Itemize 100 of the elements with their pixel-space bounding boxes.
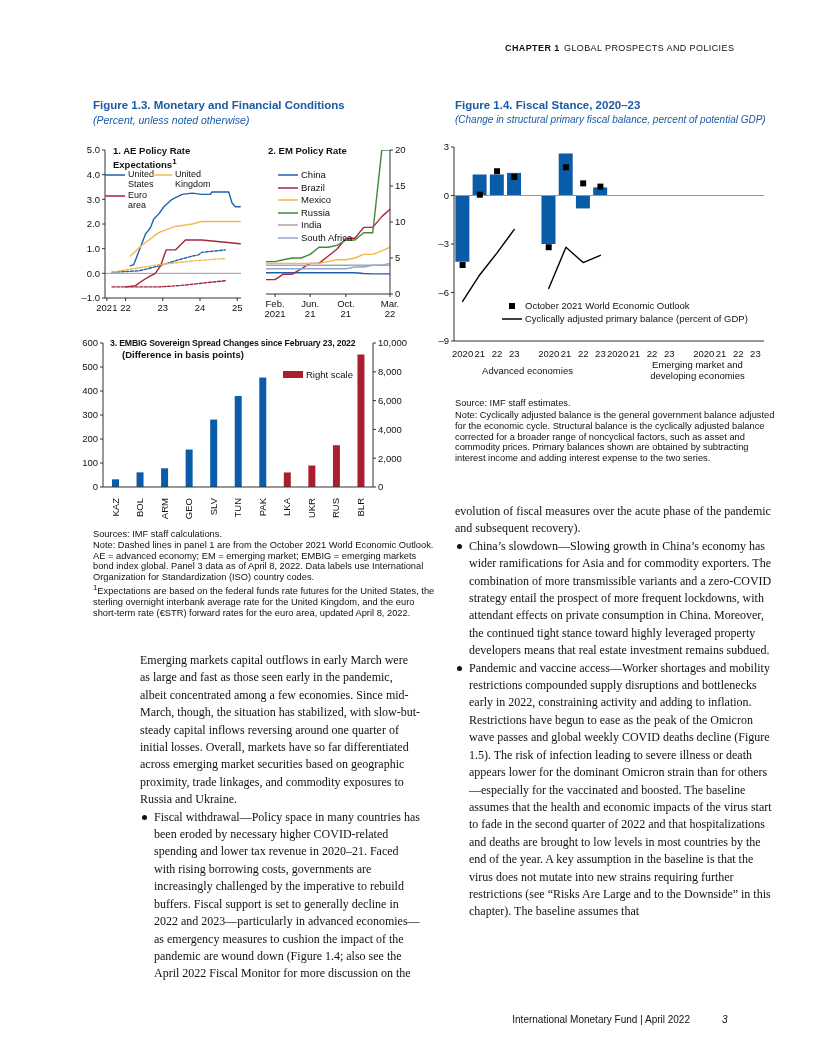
- x-tick-label: LKA: [281, 497, 293, 516]
- text: GLOBAL PROSPECTS AND POLICIES: [564, 43, 735, 53]
- x-tick-label: UKR: [305, 497, 317, 519]
- x-tick-label: GEO: [183, 498, 195, 520]
- x-tick-label: 22: [491, 347, 503, 359]
- y-tick-label: –9: [438, 335, 449, 347]
- source-note: Sources: IMF staff calculations.: [93, 529, 223, 540]
- y2-tick-label: 10,000: [378, 337, 408, 349]
- text: (Difference in basis points): [122, 349, 245, 360]
- text: 3: [722, 1014, 728, 1025]
- x-tick-label: BLR: [355, 497, 367, 517]
- y-tick-label: 600: [82, 337, 98, 349]
- bar: [136, 472, 144, 487]
- text: Figure 1.3. Monetary and Financial Conditions: [93, 99, 345, 111]
- chart-title: 3. EMBIG Sovereign Spread Changes since February 23, 2022: [110, 338, 357, 348]
- chart-subtitle: (Change in structural primary fiscal balance, percent of potential GDP): [455, 114, 766, 125]
- y-tick-label: 100: [82, 457, 98, 469]
- bar: [283, 472, 291, 487]
- x-tick-label: 2020: [538, 347, 560, 359]
- x-tick-label: Feb. 2021: [264, 297, 286, 320]
- bar: [259, 377, 267, 487]
- line-series: [129, 191, 241, 267]
- y-tick-label: 5.0: [86, 144, 100, 156]
- text: Pandemic and vaccine access—Worker shortages and mobility restrictions compounded supply disruptions and bottlenecks early in 2022, constraining activity and adding to inflation. Restrictions have begun to ease as the peak of the Omicron wave passes and global weekly COVID deaths decline (Figure 1.5). The risk of infection leading to severe illness or death appears lower for the dominant Omicron strain than for others—especially for the vaccinated and boosted. The baseline assumes that the health and economic impacts of the virus start to fade in the second quarter of 2022 and that hospitalizations and deaths are brought to low levels in most countries by the end of the year. A key assumption in the baseline is that the virus does not mutate into new strains requiring further restrictions (see “Risks Are Large and to the Downside” in this chapter). The baseline assumes that: [469, 660, 772, 919]
- source-note: Source: IMF staff estimates.: [455, 398, 572, 408]
- legend-label: South Africa: [301, 231, 353, 243]
- x-tick-label: SLV: [207, 497, 219, 516]
- y-tick-label: 300: [82, 409, 98, 421]
- x-tick-label: 23: [508, 347, 520, 359]
- x-tick-label: Jun. 21: [301, 297, 320, 320]
- bar: [308, 465, 316, 487]
- y-tick-label: 0: [92, 481, 98, 493]
- y-tick-label: 2.0: [86, 218, 100, 230]
- x-tick-label: Oct. 21: [337, 297, 355, 320]
- x-tick-label: 24: [194, 301, 206, 313]
- y2-tick-label: 2,000: [378, 452, 402, 464]
- y-tick-label: 500: [82, 361, 98, 373]
- x-tick-label: 22: [577, 347, 589, 359]
- line-series: [111, 249, 227, 273]
- y-tick-label: 5: [395, 252, 401, 264]
- text: Emerging market and developing economies: [649, 359, 746, 381]
- y2-tick-label: 0: [378, 481, 384, 493]
- text: Note: Cyclically adjusted balance is the general government balance adjusted for the economic cycle. Structural balance is the cyclically adjusted balance corrected for a broader range of noncyclical factors, such as asset and commodity prices. Primary balances shown are obtained by subtracting interest income and adding interest expense to the two series.: [455, 410, 776, 464]
- x-tick-label: Mar. 22: [380, 297, 400, 320]
- y-tick-label: 400: [82, 385, 98, 397]
- text: Emerging markets capital outflows in early March were as large and fast as those seen early in the pandemic, albeit concentrated among a few economies. Since mid-March, though, the situation has stabilized, with slow-but-steady capital inflows reversing around one quarter of initial losses. Overall, markets have so far differentiated across emerging market securities based on geographic proximity, trade linkages, and commodity exposures to Russia and Ukraine.: [140, 653, 420, 807]
- y-tick-label: 0.0: [86, 267, 100, 279]
- legend-label: United Kingdom: [175, 169, 211, 189]
- line-series: [111, 257, 227, 273]
- y-tick-label: –3: [438, 238, 449, 250]
- y-tick-label: 20: [395, 144, 406, 156]
- chart-title: Figure 1.4. Fiscal Stance, 2020–23: [455, 99, 641, 111]
- x-tick-label: 23: [157, 301, 169, 313]
- y-tick-label: 3.0: [86, 193, 100, 205]
- x-tick-label: 21: [474, 347, 486, 359]
- line-series: [129, 220, 241, 257]
- text: Advanced economies: [481, 365, 574, 376]
- text: $^{1}$Expectations are based on the federal funds rate futures for the United States, the sterling overnight interbank average rate for the United Kingdom, and the euro short-term rate (€STR) forward rates for the euro area, updated April 8, 2022.: [93, 582, 436, 619]
- y-tick-label: –6: [438, 286, 449, 298]
- x-tick-label: 2021: [96, 301, 118, 313]
- x-tick-label: 23: [595, 347, 606, 359]
- text: Fiscal withdrawal—Policy space in many countries has been eroded by necessary higher COVID-related spending and lower tax revenue in 2020–21. Faced with rising borrowing costs, governments are increasingly challenged by the imperative to rebuild buffers. Fiscal support is set to generally decline in 2022 and 2023—particularly in advanced economies—as emergency measures to cushion the impact of the pandemic are wound down (Figure 1.4; also see the April 2022 Fiscal Monitor for more discussion on the: [154, 809, 420, 981]
- y-tick-label: 4.0: [86, 168, 100, 180]
- chart-title: 1. AE Policy Rate Expectations$^{1}$: [113, 145, 191, 171]
- legend-label: United States: [128, 169, 154, 189]
- y-tick-label: 15: [395, 180, 406, 192]
- legend-label: India: [301, 219, 322, 231]
- x-tick-label: PAK: [256, 497, 268, 517]
- legend-label: October 2021 World Economic Outlook: [525, 300, 690, 312]
- legend-label: Russia: [301, 206, 331, 218]
- y-tick-label: 0: [443, 189, 449, 201]
- y-tick-label: 1.0: [86, 242, 100, 254]
- legend-label: Mexico: [301, 194, 332, 206]
- x-tick-label: BOL: [134, 498, 146, 518]
- legend-label: Euro area: [128, 190, 148, 210]
- text: (Percent, unless noted otherwise): [93, 114, 250, 126]
- text: CHAPTER 1: [505, 43, 560, 53]
- legend-label: Cyclically adjusted primary balance (percent of GDP): [525, 312, 748, 324]
- y-tick-label: 200: [82, 433, 98, 445]
- legend-label: Brazil: [301, 181, 325, 193]
- x-tick-label: 25: [231, 301, 243, 313]
- x-tick-label: 2020: [452, 347, 474, 359]
- x-tick-label: 21: [560, 347, 572, 359]
- bar: [234, 396, 242, 487]
- x-tick-label: ARM: [158, 497, 170, 520]
- chart-title: 2. EM Policy Rate: [268, 145, 347, 156]
- y-tick-label: 3: [443, 141, 449, 153]
- bar: [210, 419, 218, 487]
- bar: [357, 354, 365, 487]
- y2-tick-label: 8,000: [378, 366, 402, 378]
- line-series: [266, 208, 390, 281]
- line-series: [266, 246, 390, 265]
- y-tick-label: 10: [395, 216, 406, 228]
- y-tick-label: 0: [395, 288, 401, 300]
- legend-label: China: [301, 169, 326, 181]
- x-tick-label: 22: [120, 301, 131, 313]
- bar: [112, 479, 119, 487]
- x-tick-label: TUN: [232, 497, 244, 518]
- y-tick-label: –1.0: [81, 292, 100, 304]
- y2-tick-label: 4,000: [378, 423, 402, 435]
